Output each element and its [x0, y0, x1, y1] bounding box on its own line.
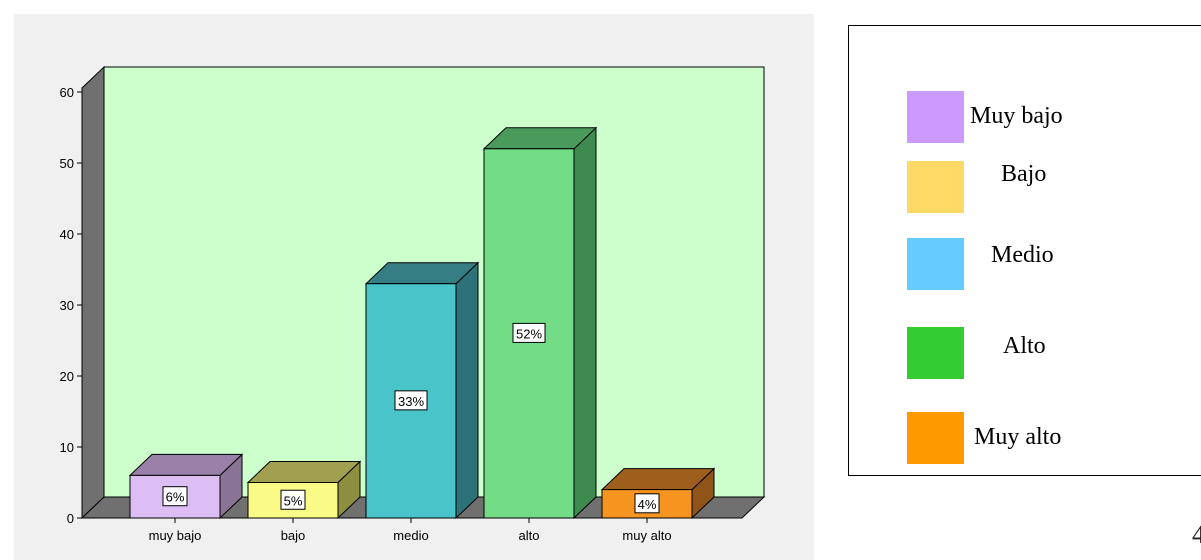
data-label: 6%: [166, 490, 185, 505]
bar-side: [455, 261, 479, 520]
legend-item-alto: Alto: [907, 327, 1201, 379]
data-label-box: [162, 486, 188, 507]
x-tick-label: bajo: [281, 528, 306, 543]
legend-swatch: [907, 412, 964, 464]
y-tick-label: 30: [60, 298, 74, 313]
data-label-box: [280, 489, 306, 510]
legend-item-muy-bajo: Muy bajo: [907, 91, 1201, 143]
legend-label: Muy bajo: [970, 103, 1063, 129]
legend-swatch: [907, 238, 964, 290]
legend-label: Muy alto: [974, 424, 1062, 450]
legend-swatch: [907, 327, 964, 379]
data-label: 5%: [284, 493, 303, 508]
data-label: 4%: [638, 497, 657, 512]
chart-panel: 0 10 20 30 40 50 60 6% muy bajo 5% bajo 33% medio 52%…: [14, 14, 814, 560]
legend-label: Medio: [991, 242, 1054, 268]
y-tick-label: 10: [60, 440, 74, 455]
legend: Muy bajo Bajo Medio Alto Muy alto: [848, 25, 1201, 476]
y-tick-label: 20: [60, 369, 74, 384]
bar-chart: 0 10 20 30 40 50 60 6% muy bajo 5% bajo 33% medio 52%…: [60, 65, 766, 543]
page-number: 4: [1192, 520, 1201, 549]
x-tick-label: muy bajo: [149, 528, 202, 543]
y-tick-label: 0: [67, 511, 74, 526]
bar-side: [573, 126, 597, 520]
plot-side-wall: [81, 65, 105, 520]
x-tick-label: muy alto: [622, 528, 671, 543]
legend-label: Bajo: [1001, 161, 1047, 187]
legend-label: Alto: [1003, 333, 1046, 359]
legend-swatch: [907, 91, 964, 143]
y-tick-label: 40: [60, 227, 74, 242]
data-label-box: [512, 322, 546, 343]
data-label-box: [394, 390, 428, 411]
x-tick-label: medio: [393, 528, 428, 543]
data-label-box: [634, 493, 660, 514]
legend-item-medio: Medio: [907, 238, 1201, 290]
data-label: 33%: [398, 394, 424, 409]
y-tick-label: 60: [60, 85, 74, 100]
y-tick-label: 50: [60, 156, 74, 171]
data-label: 52%: [516, 326, 542, 341]
x-tick-label: alto: [519, 528, 540, 543]
legend-swatch: [907, 161, 964, 213]
legend-item-bajo: Bajo: [907, 161, 1201, 213]
legend-item-muy-alto: Muy alto: [907, 412, 1201, 464]
